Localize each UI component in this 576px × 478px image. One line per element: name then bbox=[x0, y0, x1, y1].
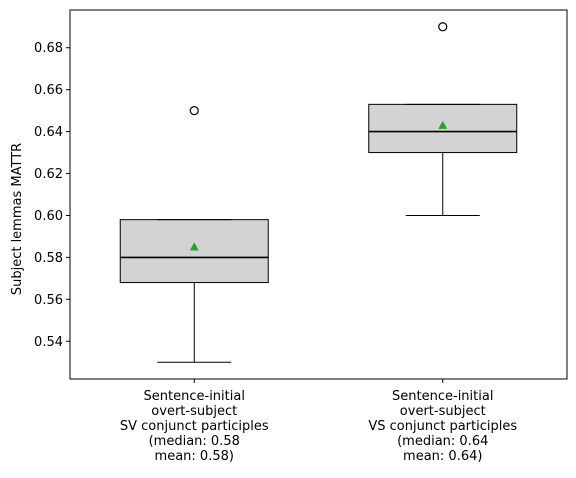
y-tick-label: 0.56 bbox=[34, 293, 63, 308]
plot-area bbox=[69, 9, 568, 380]
y-tick-label: 0.64 bbox=[34, 125, 63, 140]
y-tick-label: 0.58 bbox=[34, 251, 63, 266]
axes-frame bbox=[69, 9, 568, 380]
box-group bbox=[368, 22, 518, 216]
mean-marker bbox=[189, 242, 199, 251]
y-tick-label: 0.60 bbox=[34, 209, 63, 224]
box bbox=[119, 219, 269, 284]
box-group bbox=[119, 106, 269, 363]
x-tick-label: Sentence-initial overt-subject SV conjunct… bbox=[120, 389, 269, 464]
outlier-point bbox=[189, 106, 199, 116]
outlier-point bbox=[438, 22, 448, 32]
mean-marker bbox=[438, 120, 448, 129]
y-tick-label: 0.54 bbox=[34, 335, 63, 350]
y-axis-label: Subject lemmas MATTR bbox=[10, 143, 25, 295]
y-tick-label: 0.66 bbox=[34, 83, 63, 98]
x-tick-label: Sentence-initial overt-subject VS conjunct… bbox=[368, 389, 517, 464]
x-axis: Sentence-initial overt-subject SV conjunct… bbox=[120, 379, 517, 464]
y-tick-label: 0.62 bbox=[34, 167, 63, 182]
y-axis: 0.54 0.56 0.58 0.60 0.62 0.64 0.66 0.68 bbox=[34, 41, 70, 350]
y-tick-label: 0.68 bbox=[34, 41, 63, 56]
